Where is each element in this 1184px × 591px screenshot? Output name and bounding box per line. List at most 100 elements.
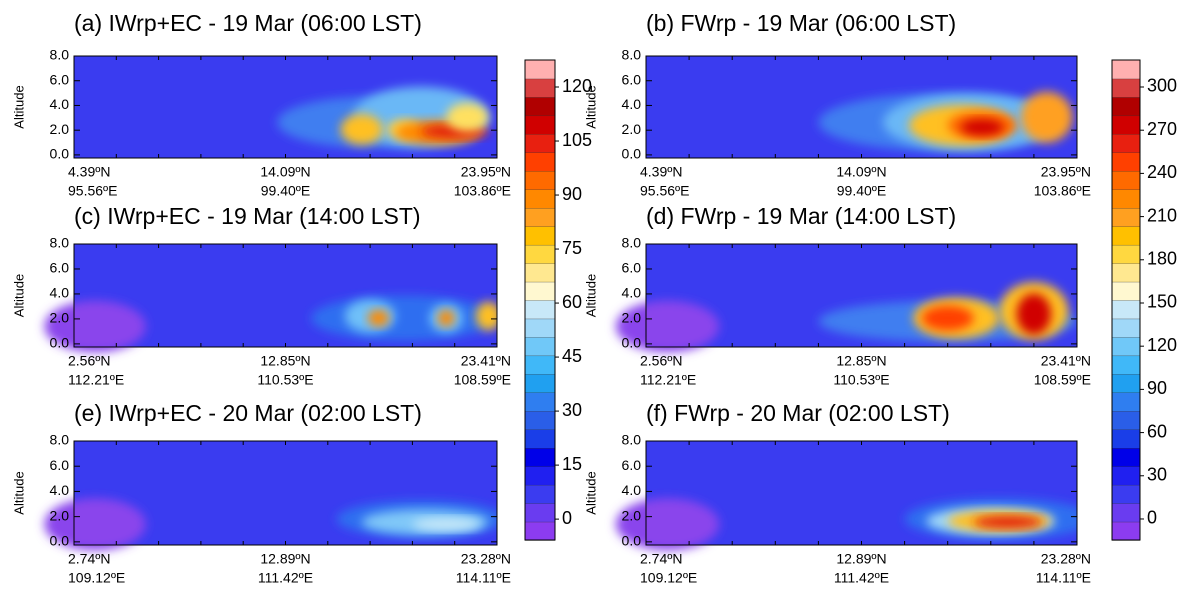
colorbar-tick-label: 180 <box>1147 249 1177 269</box>
colorbar: 0 15 30 45 60 75 90 105 120 <box>524 59 592 541</box>
colorbar-frame <box>1111 59 1141 541</box>
y-tick-label: 2.0 <box>50 507 70 523</box>
colorbar-band <box>524 207 556 227</box>
y-tick-label: 6.0 <box>50 71 70 87</box>
y-tick-label: 2.0 <box>50 121 70 137</box>
colorbar-tick-label: 75 <box>562 238 582 258</box>
y-axis-label: Altitude <box>11 274 26 317</box>
field <box>277 86 489 148</box>
colorbar-band <box>524 466 556 486</box>
colorbar-band <box>1111 170 1141 190</box>
colorbar-band <box>524 133 556 153</box>
field-patch <box>44 300 146 353</box>
colorbar-band <box>1111 96 1141 117</box>
colorbar-band <box>1111 410 1141 430</box>
colorbar-band <box>524 244 556 264</box>
y-tick-label: 8.0 <box>622 47 642 63</box>
colorbar-band <box>1111 244 1141 264</box>
colorbar-band <box>1111 189 1141 209</box>
colorbar-tick-label: 60 <box>562 292 582 312</box>
x-tick-label-lon: 103.86ºE <box>454 183 511 199</box>
colorbar-band <box>1111 466 1141 486</box>
colorbar-band <box>1111 59 1141 80</box>
colorbar-band <box>524 410 556 430</box>
colorbar-band <box>1111 299 1141 320</box>
colorbar-band <box>1111 115 1141 135</box>
y-tick-label: 2.0 <box>622 310 642 326</box>
y-axis-label: Altitude <box>11 471 26 514</box>
y-axis-label: Altitude <box>583 274 598 317</box>
x-tick-label-lon: 112.21ºE <box>68 372 124 388</box>
y-tick-label: 8.0 <box>50 235 70 251</box>
colorbar-band <box>1111 336 1141 357</box>
field-patch <box>1020 91 1073 143</box>
panel: (d) FWrp - 19 Mar (14:00 LST) Altitude 0.0… <box>583 203 1091 388</box>
y-tick-label: 4.0 <box>622 482 642 498</box>
panel: (b) FWrp - 19 Mar (06:00 LST) Altitude 0.0… <box>583 10 1091 199</box>
colorbar-tick-label: 105 <box>562 130 592 150</box>
colorbar-band <box>1111 226 1141 246</box>
colorbar-tick-label: 0 <box>1147 508 1157 528</box>
colorbar-band <box>1111 318 1141 338</box>
x-tick-label-lon: 112.21ºE <box>640 372 696 388</box>
x-tick-label-lon: 95.56ºE <box>640 183 690 199</box>
y-axis-label: Altitude <box>583 471 598 514</box>
colorbar-band <box>1111 484 1141 504</box>
field-patch <box>340 114 383 145</box>
field <box>310 295 497 341</box>
x-tick-label-lat: 12.85ºN <box>260 353 310 369</box>
y-tick-label: 6.0 <box>622 71 642 87</box>
field-patch <box>437 309 455 327</box>
colorbar-frame <box>524 59 556 541</box>
y-tick-label: 8.0 <box>622 235 642 251</box>
y-tick-label: 4.0 <box>622 96 642 112</box>
field-patch <box>921 305 974 331</box>
field <box>818 282 1077 342</box>
x-tick-label-lat: 23.28ºN <box>461 551 511 567</box>
colorbar-band <box>1111 521 1141 541</box>
panel-title: (a) IWrp+EC - 19 Mar (06:00 LST) <box>74 10 422 36</box>
colorbar-band <box>524 78 556 98</box>
colorbar-band <box>524 189 556 209</box>
y-tick-label: 2.0 <box>622 507 642 523</box>
colorbar-band <box>1111 355 1141 375</box>
x-tick-label-lat: 4.39ºN <box>640 164 682 180</box>
field <box>818 91 1073 151</box>
field-patch <box>310 295 497 341</box>
colorbar-band <box>524 96 556 117</box>
colorbar-band <box>524 59 556 80</box>
field-patch <box>1016 293 1052 335</box>
x-tick-label-lon: 109.12ºE <box>640 570 697 586</box>
panel: (c) IWrp+EC - 19 Mar (14:00 LST) Altitude… <box>11 203 511 388</box>
colorbar-tick-label: 210 <box>1147 205 1177 225</box>
colorbar-band <box>524 355 556 375</box>
x-tick-label-lon: 109.12ºE <box>68 570 125 586</box>
field-patch <box>960 119 1004 136</box>
x-tick-label-lon: 99.40ºE <box>837 183 887 199</box>
colorbar-tick-label: 30 <box>1147 465 1167 485</box>
colorbar-band <box>1111 133 1141 153</box>
x-tick-label-lat: 23.95ºN <box>1041 164 1091 180</box>
colorbar-band <box>524 152 556 172</box>
x-tick-label-lat: 14.09ºN <box>260 164 310 180</box>
x-tick-label-lat: 2.56ºN <box>68 353 110 369</box>
colorbar-band <box>524 318 556 338</box>
y-tick-label: 4.0 <box>50 96 70 112</box>
x-tick-label-lon: 110.53ºE <box>257 372 313 388</box>
x-tick-label-lon: 110.53ºE <box>833 372 889 388</box>
x-tick-label-lon: 111.42ºE <box>258 570 313 586</box>
colorbar-tick-label: 300 <box>1147 76 1177 96</box>
panel: (e) IWrp+EC - 20 Mar (02:00 LST) Altitude… <box>11 400 511 586</box>
x-tick-label-lon: 108.59ºE <box>1034 372 1091 388</box>
colorbar-tick-label: 120 <box>1147 335 1177 355</box>
x-tick-label-lon: 111.42ºE <box>834 570 889 586</box>
field-patch <box>973 515 1043 529</box>
x-tick-label-lat: 2.74ºN <box>640 551 682 567</box>
y-axis-label: Altitude <box>11 85 26 128</box>
y-tick-label: 8.0 <box>50 47 70 63</box>
field-patch <box>412 517 481 531</box>
colorbar-band <box>524 336 556 357</box>
colorbar-tick-label: 30 <box>562 400 582 420</box>
y-tick-label: 0.0 <box>50 335 70 351</box>
